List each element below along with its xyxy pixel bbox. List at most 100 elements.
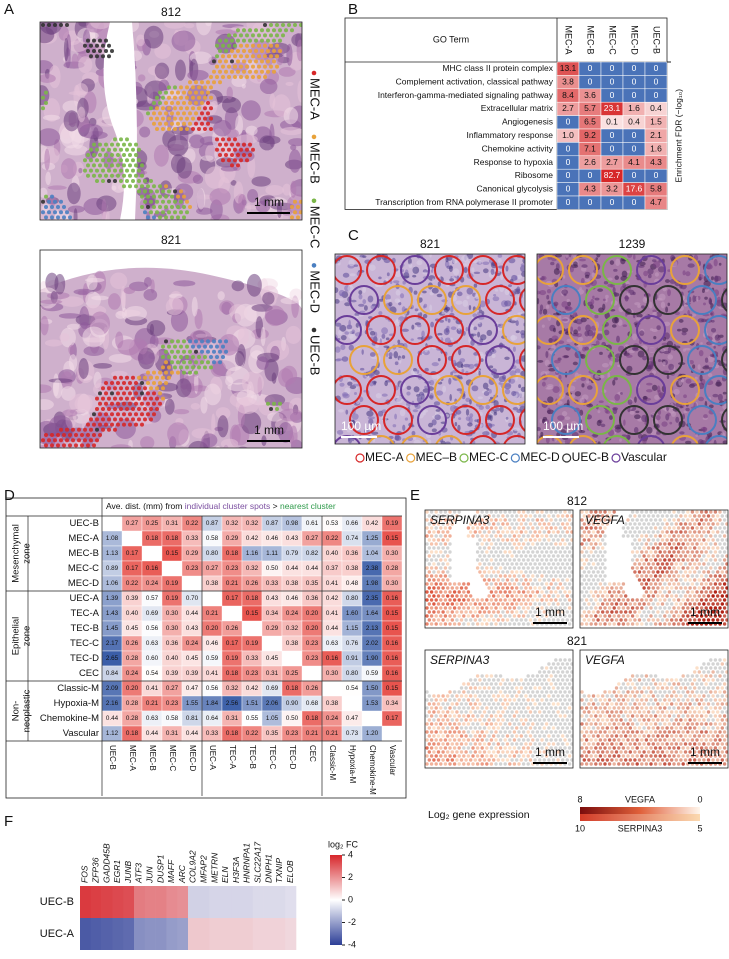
go-term: Angiogenesis	[502, 117, 553, 127]
expression-spot	[633, 570, 636, 573]
dist-value: 0.41	[206, 670, 219, 677]
expression-spot	[490, 542, 493, 545]
row-label: CEC	[79, 668, 99, 679]
expression-spot	[721, 594, 724, 597]
tissue-blob	[489, 389, 492, 394]
expression-spot	[659, 566, 662, 569]
expression-spot	[527, 550, 530, 553]
spot	[206, 91, 210, 95]
expression-spot	[566, 586, 569, 589]
tissue-blob	[297, 40, 304, 62]
dist-value: 0.16	[326, 655, 339, 662]
tissue-blob	[516, 330, 520, 333]
expression-spot	[583, 610, 586, 613]
tissue-blob	[652, 259, 656, 262]
dist-value: 0.32	[226, 520, 239, 527]
expression-spot	[654, 606, 657, 609]
expression-spot	[490, 598, 493, 601]
spot	[275, 33, 279, 37]
expression-spot	[446, 602, 449, 605]
expression-spot	[506, 570, 509, 573]
go-value: 0	[588, 63, 593, 73]
expression-spot	[709, 550, 712, 553]
expression-spot	[566, 514, 569, 517]
expression-spot	[686, 590, 689, 593]
expression-spot	[663, 550, 666, 553]
expression-spot	[492, 530, 495, 533]
dist-value: 0.69	[266, 685, 279, 692]
tissue-blob	[289, 433, 295, 444]
expression-spot	[520, 618, 523, 621]
spot	[128, 402, 132, 406]
expression-spot	[636, 558, 639, 561]
spot	[146, 381, 150, 385]
tissue-blob	[648, 274, 652, 278]
expression-spot	[513, 518, 516, 521]
tissue-blob	[690, 383, 697, 386]
row-label: TEC-A	[71, 608, 100, 619]
expression-spot	[552, 530, 555, 533]
tissue-blob	[473, 326, 477, 330]
expression-spot	[497, 618, 500, 621]
tissue-blob	[459, 358, 465, 362]
tissue-blob	[217, 448, 240, 461]
spot	[194, 80, 198, 84]
spot	[107, 148, 111, 152]
tissue-blob	[80, 446, 87, 467]
dist-value: 0.28	[386, 565, 399, 572]
tissue-blob	[400, 293, 404, 298]
spot	[263, 33, 267, 37]
spot	[206, 350, 210, 354]
expression-spot	[654, 574, 657, 577]
tissue-blob	[351, 300, 357, 303]
spot	[236, 153, 240, 157]
spot	[41, 23, 45, 27]
expression-spot	[448, 582, 451, 585]
expression-spot	[481, 542, 484, 545]
spot	[164, 371, 168, 375]
tissue-blob	[46, 452, 67, 468]
expression-spot	[682, 606, 685, 609]
expression-spot	[661, 538, 664, 541]
expression-spot	[522, 582, 525, 585]
expression-spot	[561, 562, 564, 565]
spot	[125, 376, 129, 380]
tissue-blob	[187, 70, 208, 81]
expression-spot	[688, 562, 691, 565]
expression-spot	[659, 558, 662, 561]
tissue-blob	[366, 411, 373, 417]
go-value: 0	[566, 157, 571, 167]
expression-spot	[506, 562, 509, 565]
expression-spot	[492, 522, 495, 525]
tissue-blob	[150, 324, 154, 335]
expression-spot	[497, 562, 500, 565]
dist-value: 0.47	[186, 685, 199, 692]
spot	[95, 397, 99, 401]
expression-spot	[688, 530, 691, 533]
spot	[275, 23, 279, 27]
spot	[146, 195, 150, 199]
expression-spot	[531, 614, 534, 617]
tissue-blob	[172, 455, 185, 459]
spot	[251, 148, 255, 152]
tissue-blob	[700, 342, 703, 344]
expression-spot	[585, 606, 588, 609]
panel-letter: A	[4, 1, 14, 18]
spot	[293, 23, 297, 27]
tissue-blob	[262, 292, 274, 305]
panel-letter: B	[348, 1, 358, 18]
expression-spot	[444, 574, 447, 577]
go-value: 3.6	[584, 90, 596, 100]
expression-spot	[545, 510, 548, 513]
expression-spot	[508, 518, 511, 521]
expression-spot	[448, 574, 451, 577]
tissue-blob	[563, 355, 568, 358]
expression-spot	[501, 538, 504, 541]
tissue-blob	[362, 299, 366, 304]
expression-spot	[501, 554, 504, 557]
expression-spot	[693, 562, 696, 565]
tissue-blob	[78, 107, 86, 123]
spot	[179, 210, 183, 214]
tissue-blob	[547, 289, 551, 293]
expression-spot	[467, 622, 470, 625]
